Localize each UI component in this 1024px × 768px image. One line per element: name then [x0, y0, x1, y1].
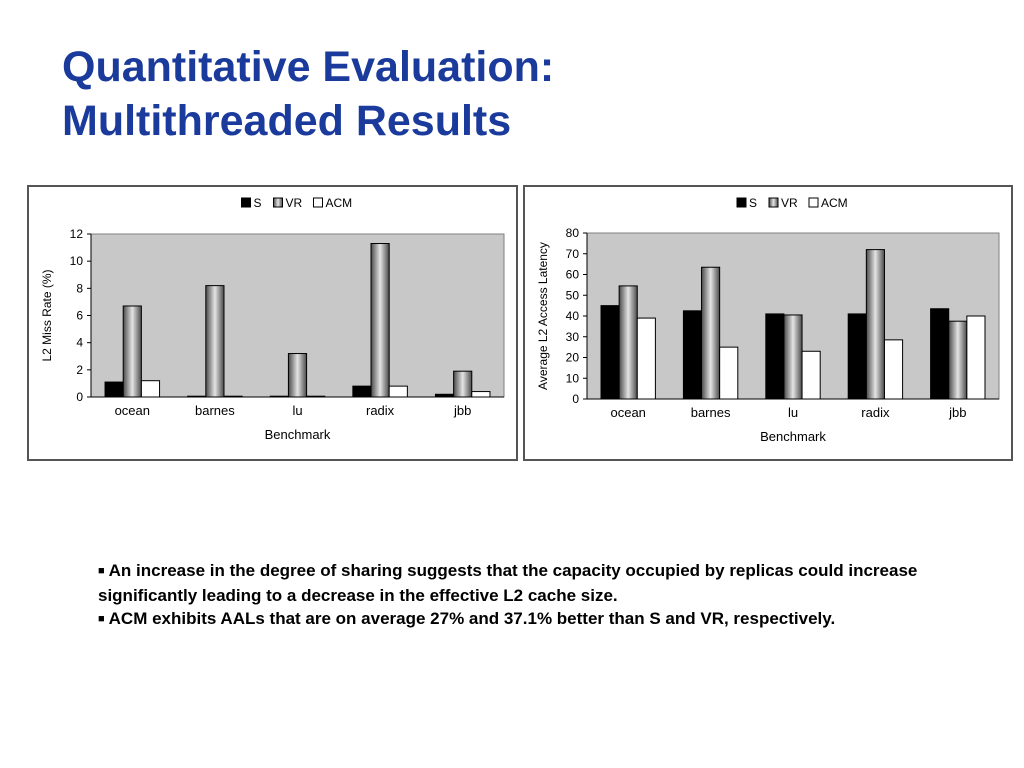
- x-axis-title: Benchmark: [265, 427, 331, 442]
- bullet-square-icon: ■: [98, 565, 105, 577]
- bar-acm-barnes: [719, 346, 739, 400]
- bar-vr-jbb: [948, 320, 968, 400]
- bar-acm-ocean: [636, 317, 656, 400]
- bar-s-ocean: [104, 381, 124, 398]
- legend-label-acm: ACM: [821, 196, 848, 210]
- latency-chart: 0 10 20 30 40 50 60 70 80 ocean barnes lu radix jbb Be…: [536, 196, 1000, 444]
- legend-swatch-acm: [313, 197, 323, 208]
- y-tick-label: 4: [76, 336, 83, 350]
- bar-s-lu: [765, 313, 785, 400]
- bar-acm-lu: [801, 350, 821, 400]
- bullet-text-1: An increase in the degree of sharing sug…: [98, 561, 918, 605]
- bar-vr-lu: [287, 353, 308, 398]
- y-tick-label: 70: [566, 247, 580, 261]
- x-tick-label: barnes: [691, 405, 731, 420]
- y-tick-label: 10: [70, 254, 84, 268]
- bullet-square-icon: ■: [98, 613, 105, 625]
- bar-vr-radix: [370, 243, 390, 398]
- miss-rate-chart-panel: 0 2 4 6 8 10 12 ocean barnes lu radix jbb Benchmark L…: [27, 185, 518, 461]
- latency-chart-panel: 0 10 20 30 40 50 60 70 80 ocean barnes lu radix jbb Be…: [523, 185, 1013, 461]
- miss-rate-chart: 0 2 4 6 8 10 12 ocean barnes lu radix jbb Benchmark L…: [40, 196, 505, 442]
- legend-swatch-s: [736, 197, 747, 208]
- x-tick-label: lu: [292, 403, 302, 418]
- bullet-text-2: ACM exhibits AALs that are on average 27…: [108, 609, 836, 628]
- x-tick-label: ocean: [610, 405, 645, 420]
- bar-vr-barnes: [205, 285, 225, 398]
- legend-swatch-vr: [273, 197, 283, 208]
- slide-title: Quantitative Evaluation: Multithreaded R…: [62, 40, 554, 148]
- bar-acm-barnes: [223, 395, 243, 398]
- bar-s-ocean: [600, 305, 620, 400]
- x-tick-label: radix: [366, 403, 395, 418]
- legend-label-vr: VR: [286, 196, 303, 210]
- bar-s-radix: [847, 313, 867, 400]
- y-tick-label: 0: [76, 390, 83, 404]
- bar-acm-radix: [388, 385, 408, 398]
- legend-label-s: S: [749, 196, 757, 210]
- bar-vr-ocean: [618, 285, 638, 400]
- y-tick-label: 2: [76, 363, 83, 377]
- legend-swatch-s: [241, 197, 251, 208]
- bar-s-jbb: [434, 393, 455, 398]
- y-tick-label: 80: [566, 226, 580, 240]
- x-tick-label: barnes: [195, 403, 235, 418]
- bar-s-barnes: [682, 310, 703, 400]
- bar-vr-ocean: [122, 305, 142, 398]
- y-tick-label: 10: [566, 371, 580, 385]
- y-tick-label: 8: [76, 281, 83, 295]
- y-axis-title: Average L2 Access Latency: [536, 242, 550, 390]
- legend-swatch-vr: [768, 197, 779, 208]
- y-tick-label: 0: [572, 392, 579, 406]
- bar-acm-lu: [306, 395, 326, 398]
- y-tick-label: 60: [566, 268, 580, 282]
- y-tick-label: 50: [566, 288, 580, 302]
- bullet-item-1: ■ An increase in the degree of sharing su…: [98, 559, 978, 607]
- bar-vr-radix: [865, 249, 885, 400]
- legend-swatch-acm: [808, 197, 819, 208]
- legend-label-vr: VR: [781, 196, 798, 210]
- y-axis-title: L2 Miss Rate (%): [40, 269, 54, 361]
- slide-title-line-1: Quantitative Evaluation:: [62, 43, 555, 91]
- x-tick-label: lu: [788, 405, 798, 420]
- bar-acm-radix: [883, 339, 904, 400]
- x-tick-label: jbb: [453, 403, 471, 418]
- slide-title-line-2: Multithreaded Results: [62, 97, 512, 145]
- bar-s-radix: [352, 385, 372, 398]
- bar-vr-jbb: [453, 370, 473, 398]
- bar-acm-ocean: [140, 380, 161, 398]
- y-tick-label: 40: [566, 309, 580, 323]
- x-tick-label: jbb: [948, 405, 966, 420]
- y-tick-label: 12: [70, 227, 84, 241]
- x-tick-label: radix: [861, 405, 890, 420]
- bar-s-lu: [269, 395, 289, 398]
- bar-vr-barnes: [701, 266, 721, 400]
- y-tick-label: 20: [566, 351, 580, 365]
- y-tick-label: 30: [566, 330, 580, 344]
- bar-s-jbb: [930, 308, 950, 400]
- x-axis-title: Benchmark: [760, 429, 826, 444]
- bullet-item-2: ■ ACM exhibits AALs that are on average 2…: [98, 607, 978, 632]
- y-tick-label: 6: [76, 309, 83, 323]
- bar-acm-jbb: [471, 391, 491, 398]
- bar-vr-lu: [783, 314, 803, 400]
- legend-label-s: S: [254, 196, 262, 210]
- bar-acm-jbb: [966, 315, 986, 400]
- x-tick-label: ocean: [115, 403, 150, 418]
- bullet-list: ■ An increase in the degree of sharing su…: [98, 559, 978, 632]
- bar-s-barnes: [187, 395, 207, 398]
- legend-label-acm: ACM: [326, 196, 353, 210]
